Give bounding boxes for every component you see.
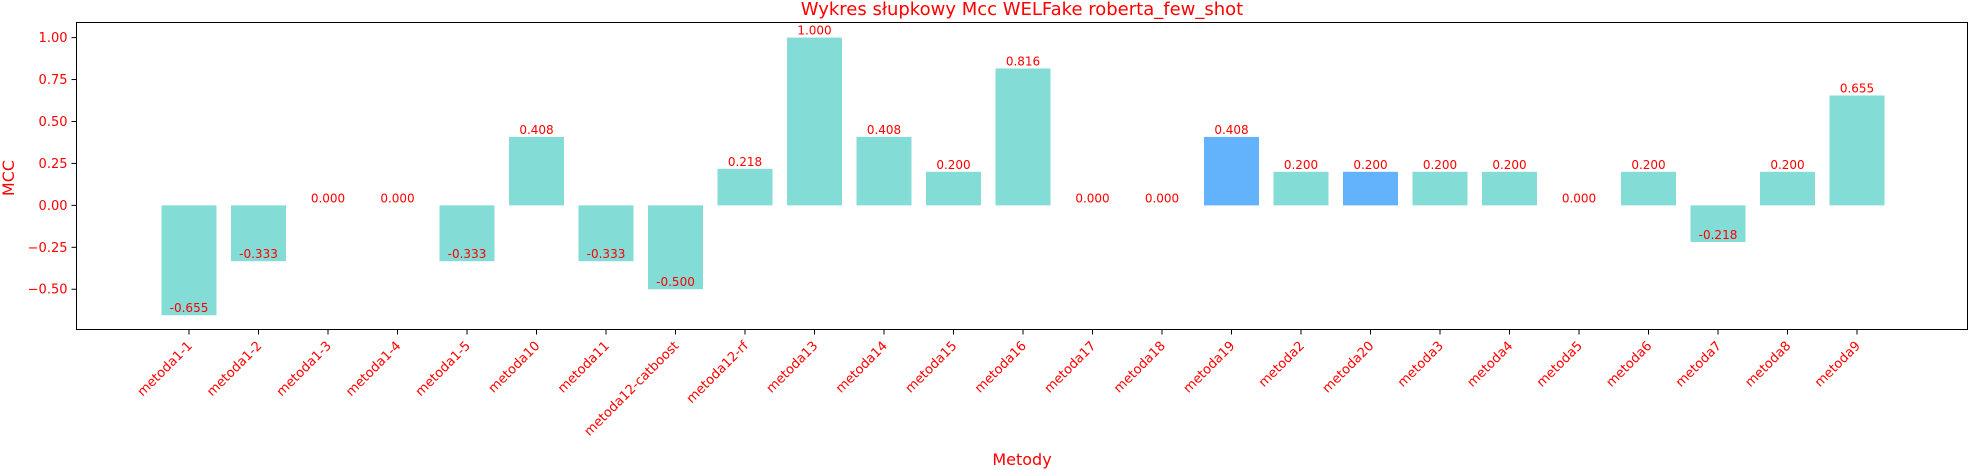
y-tick-label: 0.00 bbox=[39, 199, 68, 214]
x-tick-label-metoda6: metoda6 bbox=[1604, 339, 1656, 391]
bar-metoda3 bbox=[1412, 171, 1468, 206]
value-label-metoda9: 0.655 bbox=[1840, 81, 1874, 95]
y-axis-label: MCC bbox=[0, 160, 18, 196]
value-label-metoda13: 1.000 bbox=[797, 24, 831, 38]
value-label-metoda5: 0.000 bbox=[1562, 191, 1596, 205]
bar-metoda9 bbox=[1829, 95, 1885, 206]
x-tick-label-metoda1-4: metoda1-4 bbox=[343, 339, 404, 400]
x-tick-label-metoda1-5: metoda1-5 bbox=[413, 339, 474, 400]
bar-metoda1-5 bbox=[439, 205, 495, 262]
value-label-metoda7: -0.218 bbox=[1699, 228, 1738, 242]
x-tick-label-metoda1-2: metoda1-2 bbox=[204, 339, 265, 400]
value-labels-group: -0.655 -0.333 0.000 0.000 -0.333 0.408 -0.333 -… bbox=[170, 24, 1875, 316]
value-label-metoda20: 0.200 bbox=[1353, 158, 1387, 172]
value-label-metoda1-5: -0.333 bbox=[448, 247, 487, 261]
value-label-metoda6: 0.200 bbox=[1631, 158, 1665, 172]
x-tick-label-metoda4: metoda4 bbox=[1465, 339, 1517, 391]
value-label-metoda12-catboost: -0.500 bbox=[656, 275, 695, 289]
plot-area-frame bbox=[76, 22, 1968, 330]
value-label-metoda1-2: -0.333 bbox=[239, 247, 278, 261]
bar-metoda2 bbox=[1273, 171, 1329, 206]
value-label-metoda12-rf: 0.218 bbox=[728, 155, 762, 169]
bar-metoda12-rf bbox=[717, 168, 773, 206]
bar-metoda13 bbox=[787, 37, 842, 206]
x-tick-label-metoda12-rf: metoda12-rf bbox=[684, 338, 752, 406]
bar-metoda6 bbox=[1621, 171, 1676, 206]
value-label-metoda16: 0.816 bbox=[1006, 54, 1040, 68]
bar-metoda16 bbox=[995, 68, 1051, 206]
bar-metoda10 bbox=[509, 136, 564, 206]
x-tick-label-metoda1-3: metoda1-3 bbox=[274, 339, 335, 400]
x-tick-label-metoda15: metoda15 bbox=[903, 339, 961, 397]
x-tick-label-metoda11: metoda11 bbox=[555, 339, 613, 397]
y-tick-label: 0.25 bbox=[39, 157, 68, 172]
x-tick-label-metoda9: metoda9 bbox=[1812, 339, 1864, 391]
value-label-metoda14: 0.408 bbox=[867, 123, 901, 137]
value-label-metoda1-4: 0.000 bbox=[380, 191, 414, 205]
bar-metoda20 bbox=[1343, 171, 1398, 206]
y-tick-label: −0.25 bbox=[28, 241, 68, 256]
x-tick-label-metoda8: metoda8 bbox=[1743, 339, 1795, 391]
bar-metoda15 bbox=[926, 171, 981, 206]
bar-metoda14 bbox=[856, 136, 912, 206]
x-axis: metoda1-1 metoda1-2 metoda1-3 metoda1-4 meto… bbox=[135, 329, 1864, 439]
bar-metoda8 bbox=[1760, 171, 1815, 206]
y-tick-label: −0.50 bbox=[28, 283, 68, 298]
x-tick-label-metoda7: metoda7 bbox=[1673, 339, 1725, 391]
bar-metoda19 bbox=[1204, 136, 1259, 206]
value-label-metoda8: 0.200 bbox=[1770, 158, 1804, 172]
y-tick-label: 0.50 bbox=[39, 115, 68, 130]
x-tick-label-metoda1-1: metoda1-1 bbox=[135, 339, 196, 400]
value-label-metoda17: 0.000 bbox=[1075, 191, 1109, 205]
bar-metoda4 bbox=[1482, 171, 1537, 206]
x-tick-label-metoda17: metoda17 bbox=[1042, 339, 1100, 397]
x-tick-label-metoda20: metoda20 bbox=[1320, 339, 1378, 397]
x-tick-label-metoda16: metoda16 bbox=[972, 339, 1030, 397]
bar-metoda7 bbox=[1690, 205, 1746, 242]
x-tick-label-metoda5: metoda5 bbox=[1534, 339, 1586, 391]
bar-metoda1-2 bbox=[231, 205, 286, 262]
x-tick-label-metoda14: metoda14 bbox=[833, 339, 891, 397]
y-tick-label: 1.00 bbox=[39, 31, 68, 46]
value-label-metoda15: 0.200 bbox=[936, 158, 970, 172]
y-tick-label: 0.75 bbox=[39, 73, 68, 88]
value-label-metoda2: 0.200 bbox=[1284, 158, 1318, 172]
value-label-metoda1-1: -0.655 bbox=[170, 301, 209, 315]
chart-title: Wykres słupkowy Mcc WELFake roberta_few_… bbox=[801, 0, 1244, 20]
value-label-metoda3: 0.200 bbox=[1423, 158, 1457, 172]
value-label-metoda1-3: 0.000 bbox=[311, 191, 345, 205]
x-tick-label-metoda10: metoda10 bbox=[486, 339, 544, 397]
x-tick-label-metoda19: metoda19 bbox=[1181, 339, 1239, 397]
y-axis: −0.50 −0.25 0.00 0.25 0.50 0.75 1.00 bbox=[28, 31, 77, 298]
value-label-metoda4: 0.200 bbox=[1492, 158, 1526, 172]
value-label-metoda18: 0.000 bbox=[1145, 191, 1179, 205]
bars-group bbox=[161, 37, 1885, 316]
x-axis-label: Metody bbox=[992, 450, 1051, 469]
x-tick-label-metoda18: metoda18 bbox=[1111, 339, 1169, 397]
value-label-metoda11: -0.333 bbox=[587, 247, 626, 261]
value-label-metoda19: 0.408 bbox=[1214, 123, 1248, 137]
x-tick-label-metoda2: metoda2 bbox=[1256, 339, 1308, 391]
value-label-metoda10: 0.408 bbox=[519, 123, 553, 137]
x-tick-label-metoda3: metoda3 bbox=[1395, 339, 1447, 391]
bar-metoda1-1 bbox=[161, 205, 217, 316]
x-tick-label-metoda13: metoda13 bbox=[764, 339, 822, 397]
bar-metoda12-catboost bbox=[648, 205, 703, 290]
bar-metoda11 bbox=[578, 205, 634, 262]
